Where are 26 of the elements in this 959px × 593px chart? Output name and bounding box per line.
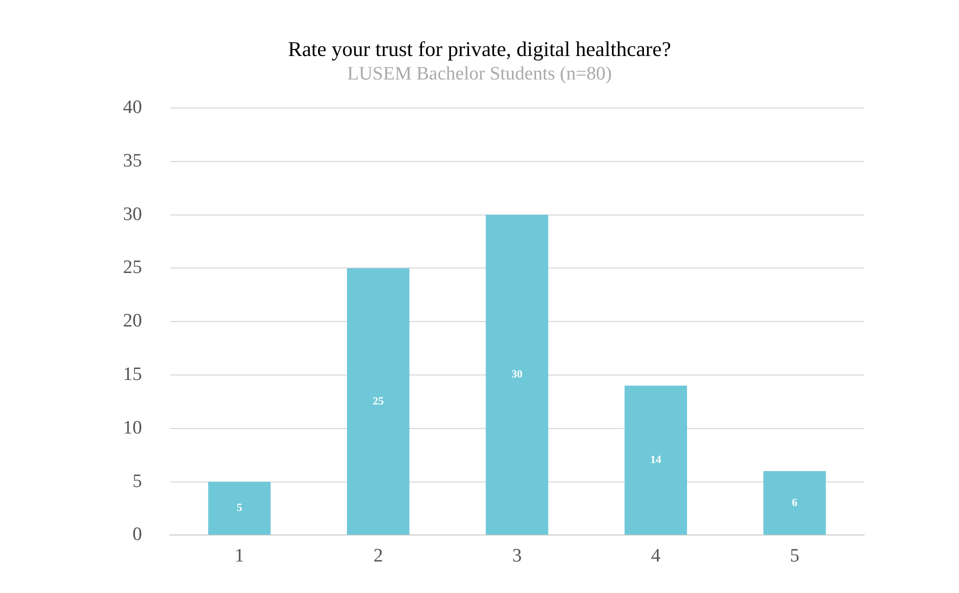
data-label: 30 bbox=[512, 368, 523, 381]
y-tick-label: 10 bbox=[123, 417, 142, 438]
x-tick-label: 5 bbox=[790, 546, 800, 567]
x-tick-label: 2 bbox=[373, 546, 383, 567]
bar bbox=[486, 214, 548, 535]
x-tick-label: 3 bbox=[512, 546, 522, 567]
bar bbox=[763, 471, 826, 535]
y-tick-label: 0 bbox=[132, 524, 142, 546]
y-tick-label: 15 bbox=[123, 364, 142, 385]
y-tick-label: 25 bbox=[123, 257, 142, 278]
data-label: 25 bbox=[372, 395, 384, 408]
data-label: 14 bbox=[650, 454, 662, 466]
chart-subtitle: LUSEM Bachelor Students (n=80) bbox=[347, 64, 612, 85]
x-tick-label: 1 bbox=[234, 546, 244, 567]
y-tick-label: 30 bbox=[123, 204, 142, 225]
x-tick-label: 4 bbox=[651, 546, 662, 567]
bar bbox=[346, 268, 410, 535]
chart-title: Rate your trust for private, digital healthcare? bbox=[288, 37, 672, 62]
bar bbox=[624, 386, 688, 535]
y-tick-label: 35 bbox=[123, 150, 142, 172]
data-label: 5 bbox=[236, 502, 243, 514]
y-tick-label: 20 bbox=[123, 310, 142, 332]
y-tick-label: 40 bbox=[123, 96, 142, 118]
bar bbox=[208, 482, 271, 535]
y-tick-label: 5 bbox=[132, 470, 142, 492]
data-label: 6 bbox=[792, 496, 798, 509]
